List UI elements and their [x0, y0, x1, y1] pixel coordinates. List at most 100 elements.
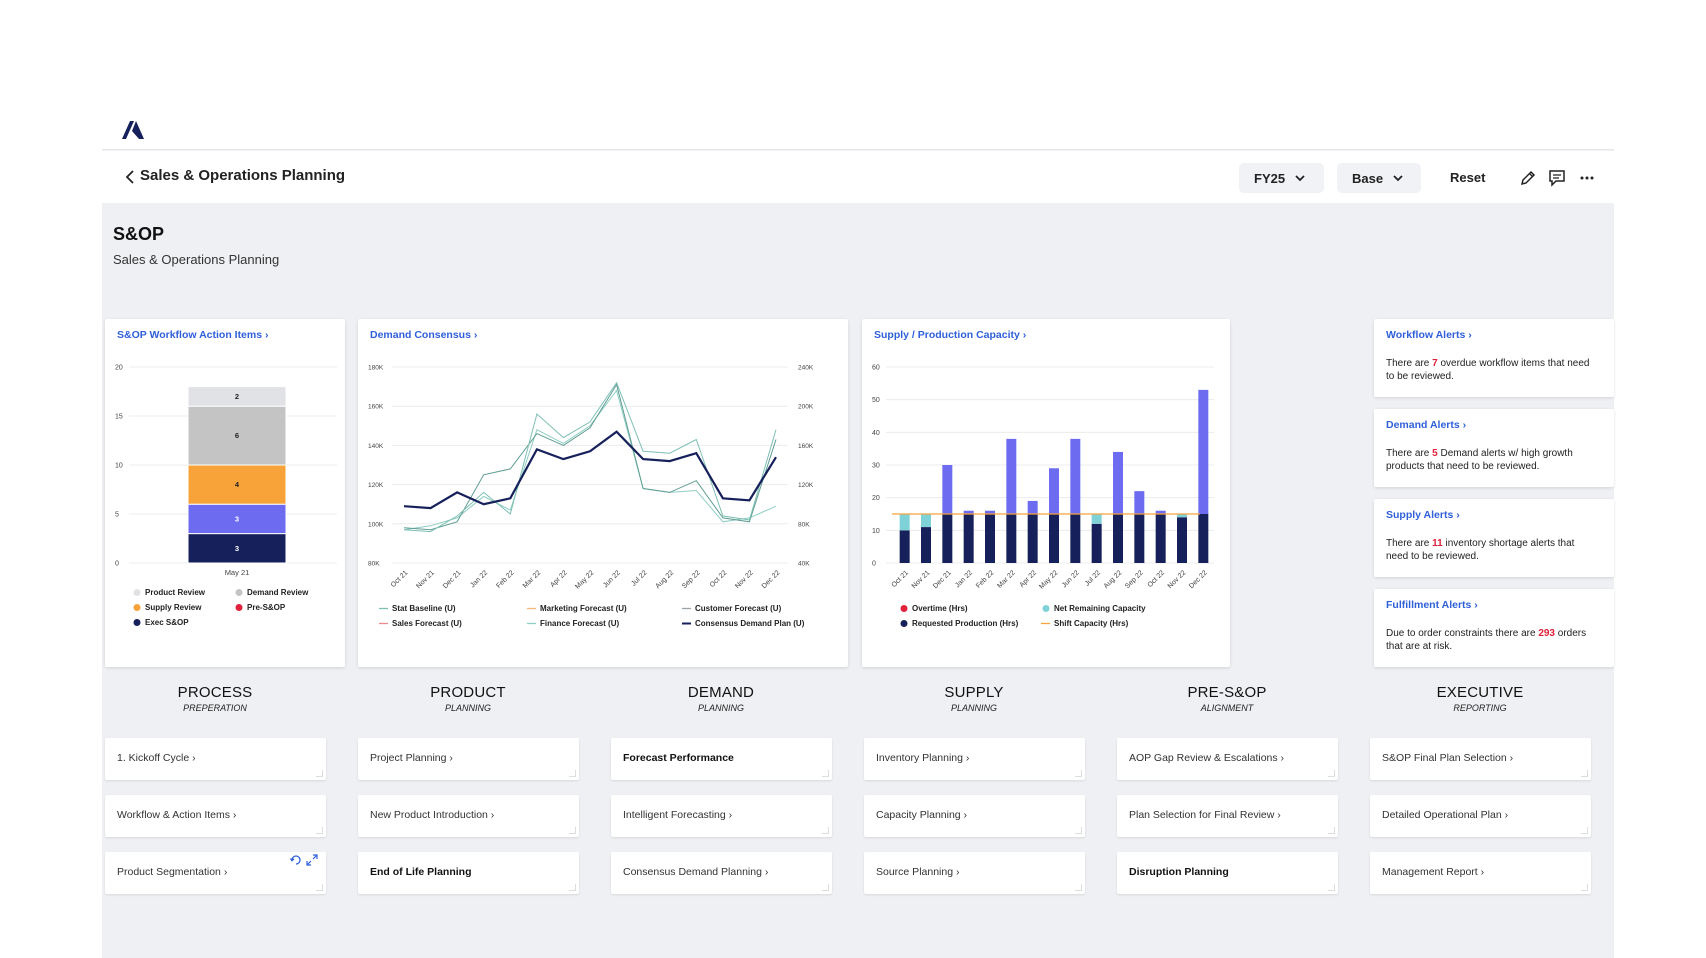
resize-handle[interactable] — [1075, 827, 1082, 834]
x-tick-label: Jan 22 — [954, 569, 974, 589]
y2-tick-label: 200K — [798, 404, 814, 411]
back-chevron-icon[interactable] — [120, 166, 140, 188]
resize-handle[interactable] — [1075, 770, 1082, 777]
fiscal-year-select[interactable]: FY25 — [1239, 163, 1324, 193]
nav-tile[interactable]: New Product Introduction › — [358, 795, 579, 837]
scenario-value: Base — [1352, 170, 1384, 186]
demand-card-title[interactable]: Demand Consensus › — [370, 329, 478, 341]
bar-segment — [1070, 438, 1081, 514]
alert-title[interactable]: Supply Alerts › — [1386, 509, 1460, 521]
nav-tile[interactable]: Product Segmentation › — [105, 852, 326, 894]
bar-segment — [1134, 491, 1145, 514]
expand-icon[interactable] — [306, 854, 318, 866]
resize-handle[interactable] — [1581, 770, 1588, 777]
nav-tile[interactable]: Consensus Demand Planning › — [611, 852, 832, 894]
y-tick-label: 15 — [115, 414, 123, 421]
bar-segment — [1113, 451, 1123, 514]
nav-tile[interactable]: Disruption Planning — [1117, 852, 1338, 894]
nav-tile-label: Disruption Planning — [1129, 866, 1229, 878]
resize-handle[interactable] — [1075, 884, 1082, 891]
resize-handle[interactable] — [1328, 827, 1335, 834]
y2-tick-label: 120K — [798, 482, 814, 489]
x-tick-label: Nov 22 — [1167, 569, 1188, 590]
workflow-card: S&OP Workflow Action Items › 0 5 10 15 20 3 3 4… — [105, 319, 345, 667]
nav-tile[interactable]: Capacity Planning › — [864, 795, 1085, 837]
bar-segment — [921, 514, 931, 528]
bar-segment — [187, 503, 287, 535]
bar-segment — [1091, 514, 1102, 524]
supply-card-title[interactable]: Supply / Production Capacity › — [874, 329, 1027, 341]
nav-tile-label: Workflow & Action Items › — [117, 809, 237, 821]
resize-handle[interactable] — [822, 884, 829, 891]
column-title: DEMAND — [687, 684, 755, 701]
x-tick-label: Jun 22 — [1061, 569, 1081, 589]
resize-handle[interactable] — [316, 884, 323, 891]
nav-tile[interactable]: Plan Selection for Final Review › — [1117, 795, 1338, 837]
nav-tile[interactable]: Forecast Performance — [611, 738, 832, 780]
column-title: EXECUTIVE — [1436, 684, 1524, 701]
more-icon[interactable] — [1578, 169, 1596, 187]
alert-title[interactable]: Workflow Alerts › — [1386, 329, 1472, 341]
resize-handle[interactable] — [316, 770, 323, 777]
nav-tile[interactable]: 1. Kickoff Cycle › — [105, 738, 326, 780]
nav-tile[interactable]: Detailed Operational Plan › — [1370, 795, 1591, 837]
resize-handle[interactable] — [1581, 884, 1588, 891]
reset-button[interactable]: Reset — [1450, 170, 1486, 185]
column-heading: DEMAND PLANNING — [611, 684, 831, 713]
resize-handle[interactable] — [1328, 884, 1335, 891]
alert-title-text: Supply Alerts — [1386, 509, 1454, 521]
resize-handle[interactable] — [822, 770, 829, 777]
y-tick-label: 50 — [872, 397, 880, 404]
nav-tile[interactable]: AOP Gap Review & Escalations › — [1117, 738, 1338, 780]
nav-tile[interactable]: Project Planning › — [358, 738, 579, 780]
column-subtitle: ALIGNMENT — [1200, 703, 1254, 713]
x-tick-label: Dec 21 — [442, 569, 463, 590]
x-tick-label: Mar 22 — [996, 569, 1016, 589]
page-heading: S&OP — [113, 224, 165, 244]
resize-handle[interactable] — [569, 884, 576, 891]
pencil-icon[interactable] — [1519, 169, 1537, 187]
resize-handle[interactable] — [569, 770, 576, 777]
bar-segment — [1091, 523, 1102, 563]
workflow-card-title[interactable]: S&OP Workflow Action Items › — [117, 329, 269, 341]
tile-actions — [290, 854, 318, 866]
column-title: PRODUCT — [430, 684, 506, 701]
x-tick-label: Jul 22 — [1084, 569, 1102, 587]
workflow-legend-marker — [235, 604, 243, 611]
resize-handle[interactable] — [1581, 827, 1588, 834]
column-subtitle: PLANNING — [697, 703, 744, 713]
alert-title[interactable]: Demand Alerts › — [1386, 419, 1467, 431]
resize-handle[interactable] — [1328, 770, 1335, 777]
bar-segment — [1027, 500, 1038, 514]
comment-icon[interactable] — [1548, 169, 1566, 187]
nav-tile[interactable]: S&OP Final Plan Selection › — [1370, 738, 1591, 780]
A-logo-icon[interactable] — [122, 120, 144, 140]
app-frame: Sales & Operations Planning FY25 Base Re… — [102, 110, 1614, 958]
column-title: PROCESS — [177, 684, 253, 701]
refresh-icon[interactable] — [290, 854, 302, 866]
supply-legend-label: Requested Production (Hrs) — [912, 619, 1019, 628]
workflow-legend-label: Demand Review — [247, 588, 309, 597]
scenario-select[interactable]: Base — [1337, 163, 1421, 193]
nav-tile[interactable]: End of Life Planning — [358, 852, 579, 894]
bar-segment — [1198, 389, 1209, 514]
y-tick-label: 180K — [368, 365, 384, 372]
resize-handle[interactable] — [316, 827, 323, 834]
nav-tile[interactable]: Inventory Planning › — [864, 738, 1085, 780]
demand-legend-label: Consensus Demand Plan (U) — [695, 619, 805, 628]
nav-tile[interactable]: Workflow & Action Items › — [105, 795, 326, 837]
nav-tile-label: S&OP Final Plan Selection › — [1382, 752, 1514, 764]
alert-title-text: Demand Alerts — [1386, 419, 1460, 431]
bar-segment — [1155, 514, 1166, 563]
nav-tile-label: Intelligent Forecasting › — [623, 809, 733, 821]
nav-tile-label: Detailed Operational Plan › — [1382, 809, 1509, 821]
resize-handle[interactable] — [822, 827, 829, 834]
nav-tile[interactable]: Management Report › — [1370, 852, 1591, 894]
alert-title[interactable]: Fulfillment Alerts › — [1386, 599, 1478, 611]
nav-tile[interactable]: Intelligent Forecasting › — [611, 795, 832, 837]
x-tick-label: May 22 — [574, 569, 595, 590]
alert-text: Due to order constraints there are 293 o… — [1386, 627, 1596, 653]
supply-legend-marker — [900, 620, 908, 627]
resize-handle[interactable] — [569, 827, 576, 834]
nav-tile[interactable]: Source Planning › — [864, 852, 1085, 894]
